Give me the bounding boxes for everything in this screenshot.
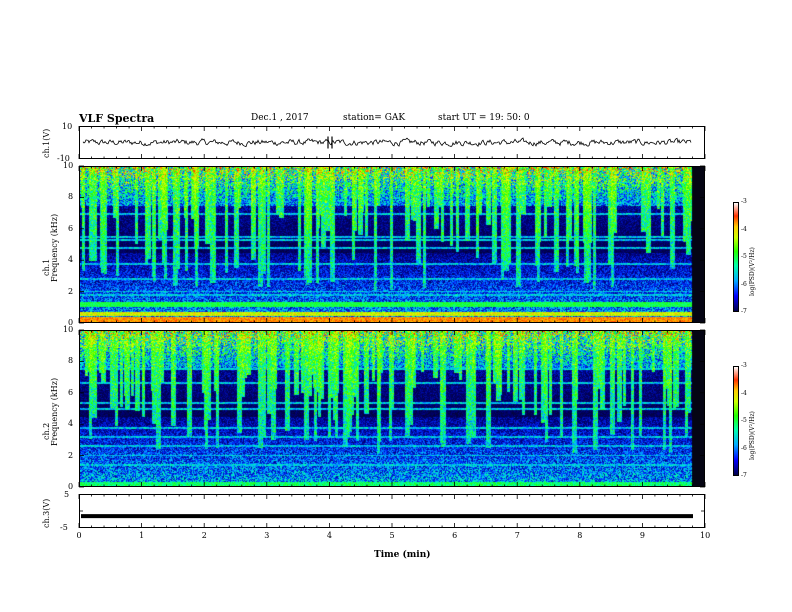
- ch2-colorbar-tick: -6: [741, 444, 747, 452]
- ch1-ytick-label: 6: [68, 223, 74, 233]
- start-time-label: start UT = 19: 50: 0: [438, 113, 530, 123]
- x-tick-label: 9: [639, 531, 645, 540]
- x-tick-label: 7: [514, 531, 520, 540]
- x-axis-label: Time (min): [374, 550, 431, 560]
- x-tick-label: 3: [264, 531, 270, 540]
- ch1-colorbar: [733, 202, 739, 312]
- ch1-ytick-top: 10: [62, 122, 73, 131]
- ch2-ytick-label: 0: [68, 482, 74, 491]
- ch1-colorbar-tick: -5: [741, 253, 747, 260]
- ch2-colorbar-tick: -5: [741, 417, 747, 424]
- ch1-spectrogram-panel: [79, 166, 705, 323]
- ch2-ytick-label: 2: [68, 450, 74, 460]
- ch1-ytick-bottom: -10: [57, 154, 70, 163]
- ch3-ytick-bottom: -5: [60, 523, 68, 532]
- x-tick-label: 8: [577, 531, 583, 540]
- x-tick-label: 1: [139, 531, 145, 540]
- ch1-ytick-label: 10: [63, 161, 74, 170]
- plot-title: VLF Spectra: [79, 112, 155, 125]
- ch1-ytick-label: 2: [68, 286, 74, 296]
- ch2-colorbar-tick: -7: [741, 472, 747, 479]
- ch1-colorbar-tick: -4: [741, 225, 747, 233]
- ch2-colorbar-tick: -4: [741, 389, 747, 397]
- ch1-colorbar-tick: -7: [741, 308, 747, 315]
- ch1-ytick-label: 8: [68, 192, 74, 202]
- ch2-ytick-label: 4: [68, 419, 74, 429]
- date-label: Dec.1 , 2017: [251, 113, 309, 123]
- ch2-ytick-label: 6: [68, 387, 74, 397]
- station-label: station= GAK: [343, 113, 406, 123]
- x-tick-label: 2: [201, 531, 207, 540]
- x-tick-label: 0: [76, 531, 82, 540]
- x-tick-label: 6: [452, 531, 458, 540]
- ch2-colorbar-tick: -3: [741, 362, 747, 369]
- ch1-waveform-trace: [82, 137, 692, 148]
- ch2-ytick-label: 8: [68, 356, 74, 366]
- ch1-colorbar-tick: -6: [741, 280, 747, 288]
- ch1-spectrogram-canvas: [80, 167, 704, 322]
- ch1-ytick-label: 0: [68, 318, 74, 327]
- x-tick-label: 5: [389, 531, 395, 540]
- ch2-colorbar: [733, 366, 739, 476]
- ch3-ytick-top: 5: [64, 490, 70, 499]
- x-tick-label: 10: [700, 531, 711, 540]
- ch1-ytick-label: 4: [68, 255, 74, 265]
- ch2-spectrogram-canvas: [80, 331, 704, 486]
- x-tick-label: 4: [326, 531, 332, 540]
- ch1-colorbar-tick: -3: [741, 198, 747, 205]
- ch2-spectrogram-panel: [79, 330, 705, 487]
- ch2-ytick-label: 10: [63, 325, 74, 334]
